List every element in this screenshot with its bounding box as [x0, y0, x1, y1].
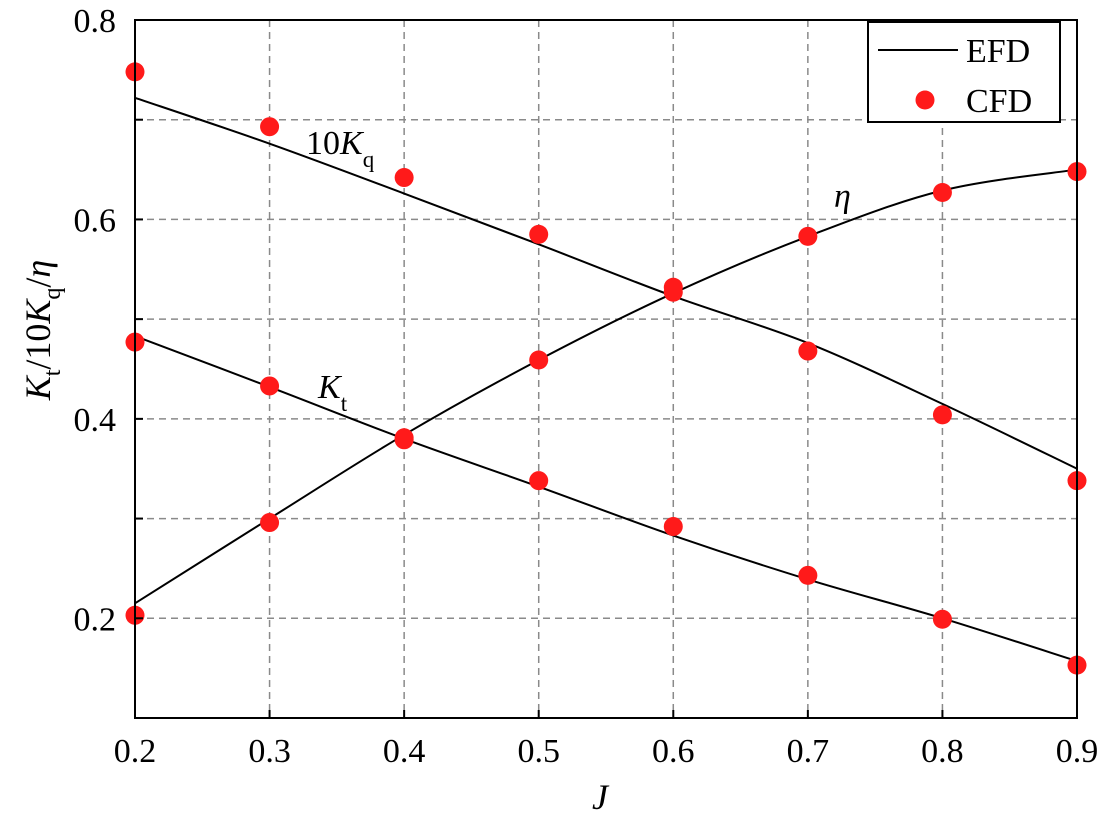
efd-curve-kq	[134, 96, 1078, 470]
cfd-point-kq	[260, 117, 280, 137]
cfd-points	[125, 62, 1087, 675]
plot-frame	[134, 19, 1078, 719]
cfd-point-kq	[798, 341, 818, 361]
cfd-point-kq	[529, 224, 549, 244]
legend-box	[867, 21, 1061, 123]
axis-ticks: 0.2 0.3 0.4 0.5 0.6 0.7 0.8 0.9 0.2 0.4 0.6 0.8	[74, 3, 1099, 770]
cfd-point-eta	[529, 350, 549, 370]
y-axis-title-sep: /10	[18, 324, 58, 370]
x-axis-title: J	[592, 777, 610, 817]
y-axis-title-eta: η	[18, 260, 58, 278]
cfd-point-kt	[798, 565, 818, 585]
y-axis-title-k2: K	[18, 298, 58, 325]
y-axis-title-sep2: /	[18, 278, 58, 288]
x-tick-label: 0.8	[921, 733, 964, 770]
y-tick-label: 0.8	[74, 3, 117, 40]
efd-curves	[134, 96, 1078, 663]
curve-label-kt: Kt	[317, 369, 348, 416]
y-tick-label: 0.4	[74, 402, 117, 439]
legend: EFD CFD	[867, 21, 1061, 123]
curve-label-kt-sub: t	[341, 391, 348, 416]
efd-curve-kt	[134, 335, 1078, 663]
cfd-point-kt	[529, 471, 549, 491]
cfd-point-kt	[663, 517, 683, 537]
y-axis-title-k: K	[18, 374, 58, 401]
cfd-point-kq	[394, 168, 414, 188]
x-tick-label: 0.2	[114, 733, 157, 770]
legend-efd-label: EFD	[966, 33, 1030, 70]
cfd-point-eta	[932, 183, 952, 203]
y-axis-title-k-sub: t	[40, 369, 66, 376]
cfd-point-eta	[798, 226, 818, 246]
legend-cfd-label: CFD	[966, 83, 1032, 120]
x-tick-label: 0.4	[383, 733, 426, 770]
y-tick-label: 0.6	[74, 202, 117, 239]
curve-label-eta: η	[834, 178, 851, 215]
legend-cfd-marker	[915, 90, 935, 110]
x-tick-label: 0.9	[1056, 733, 1099, 770]
curve-label-kt-main: K	[317, 369, 343, 406]
cfd-point-eta	[663, 282, 683, 302]
x-tick-label: 0.6	[652, 733, 695, 770]
y-axis-title: Kt/10Kq/η	[18, 260, 66, 402]
y-tick-label: 0.2	[74, 601, 117, 638]
cfd-point-eta	[394, 430, 414, 450]
curve-label-kq-sub: q	[363, 147, 375, 172]
cfd-point-eta	[260, 513, 280, 533]
efd-curve-eta	[134, 168, 1078, 605]
cfd-point-kq	[932, 405, 952, 425]
cfd-point-kt	[932, 609, 952, 629]
cfd-point-kt	[260, 376, 280, 396]
y-axis-title-k2-sub: q	[40, 288, 66, 300]
curve-label-kq: 10Kq	[306, 125, 375, 172]
curve-label-kq-main: K	[339, 125, 365, 162]
x-tick-label: 0.5	[517, 733, 560, 770]
x-tick-label: 0.3	[248, 733, 291, 770]
x-tick-label: 0.7	[787, 733, 830, 770]
curve-label-kq-prefix: 10	[306, 125, 340, 162]
